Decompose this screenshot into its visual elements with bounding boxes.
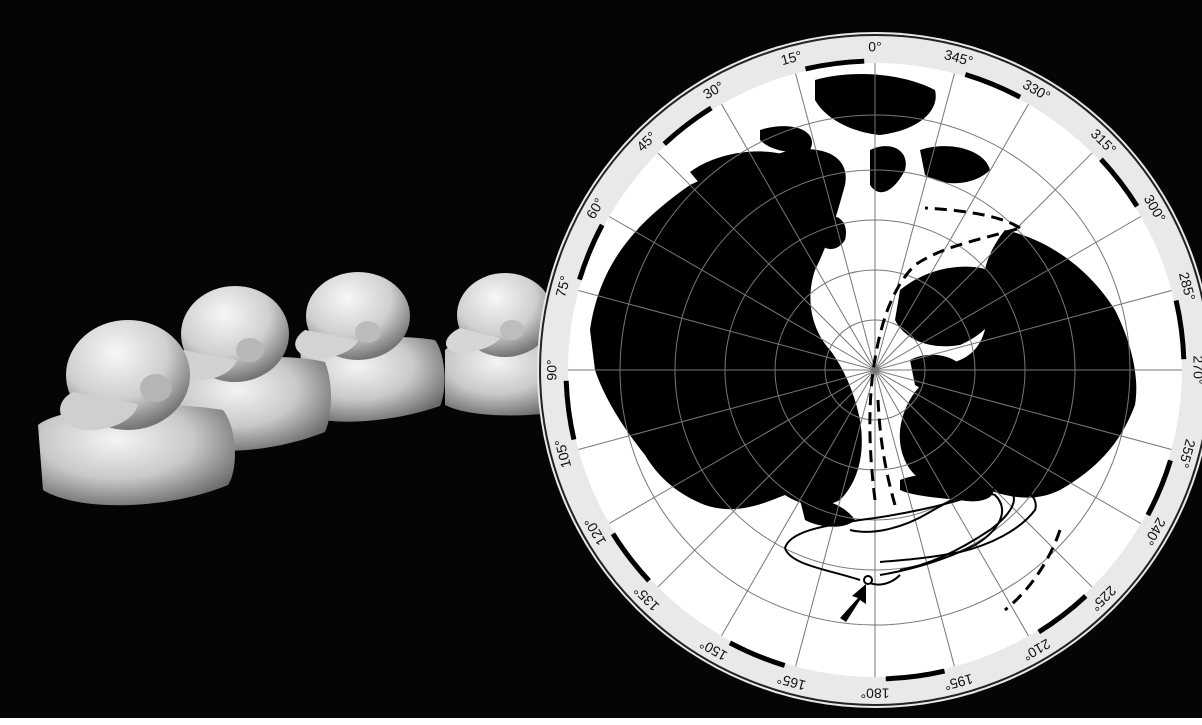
- polar-map: 0° 345°330°315°300°285°270°255°240°225°21…: [537, 32, 1202, 708]
- longitude-label: 270°: [1190, 356, 1202, 385]
- start-point-marker: [864, 576, 872, 584]
- longitude-label: 0°: [868, 39, 881, 55]
- longitude-label: 180°: [861, 685, 890, 701]
- bottom-edge-strip: [0, 718, 1202, 725]
- longitude-label: 90°: [544, 359, 560, 380]
